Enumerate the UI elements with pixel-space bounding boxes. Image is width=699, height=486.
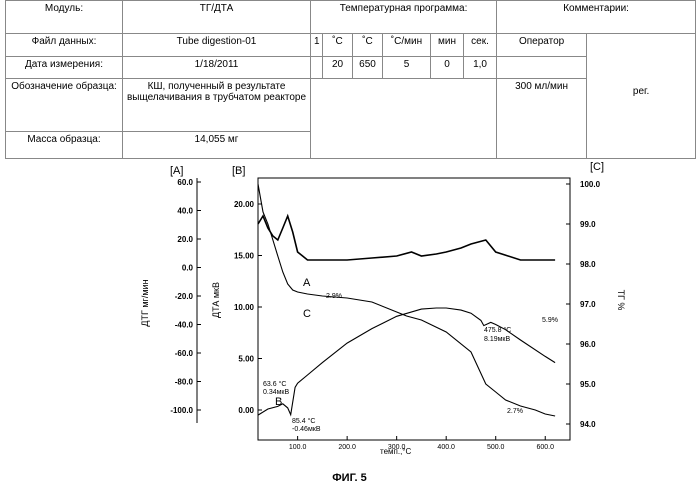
axis-c-tick-label: 94.0 xyxy=(580,420,596,429)
panel-tag-a: [A] xyxy=(170,165,183,177)
peak1-temp: 63.6 °C xyxy=(263,380,286,388)
x-axis-label: темп.,°C xyxy=(380,447,412,456)
axis-b-label: ДТА мкВ xyxy=(211,282,221,318)
axis-c-tick-label: 95.0 xyxy=(580,380,596,389)
heat-rate: 5 xyxy=(382,56,431,79)
module-value: ТГ/ДТА xyxy=(122,0,311,34)
figure-caption: ФИГ. 5 xyxy=(332,472,367,484)
hold-min: 0 xyxy=(430,56,464,79)
axis-a-tick-label: -60.0 xyxy=(175,349,194,358)
panel-tag-c: [C] xyxy=(590,161,604,173)
col-sec: сек. xyxy=(462,33,498,57)
mass-label: Масса образца: xyxy=(5,131,123,159)
comments-label: Комментарии: xyxy=(496,0,697,34)
hold-sec: 1,0 xyxy=(462,56,498,79)
flow-value: 300 мл/мин xyxy=(496,78,588,159)
axis-a-tick-label: -100.0 xyxy=(170,406,193,415)
col-min: мин xyxy=(430,33,464,57)
step-label: 1 xyxy=(310,33,323,57)
series-b-line xyxy=(257,307,556,417)
axis-b-tick-label: 0.00 xyxy=(238,406,254,415)
operator-label: Оператор xyxy=(496,33,588,57)
x-tick-label: 600.0 xyxy=(536,444,554,451)
sample-label: Обозначение образца: xyxy=(5,78,123,132)
axis-c-tick-label: 98.0 xyxy=(580,260,596,269)
sample-value: КШ, полученный в результате выщелачивани… xyxy=(122,78,311,132)
start-temp: 20 xyxy=(322,56,353,79)
axis-c-tick-label: 99.0 xyxy=(580,220,596,229)
peak1-value: 0.34мкВ xyxy=(263,389,289,396)
curve-label-b: B xyxy=(275,396,282,408)
curve-label-c: C xyxy=(303,308,311,320)
axis-a-ticks: 60.0 40.0 20.0 0.0 -20.0 -40.0 -60.0 -80.0 -100.… xyxy=(170,178,201,415)
peak2-value: -0.46мкВ xyxy=(292,426,321,433)
program-label: Температурная программа: xyxy=(309,0,498,34)
axis-c-tick-label: 96.0 xyxy=(580,340,596,349)
end-temp: 650 xyxy=(352,56,383,79)
plot-frame xyxy=(257,177,571,441)
x-tick-label: 300.0 xyxy=(388,444,406,451)
date-label: Дата измерения: xyxy=(5,56,123,79)
axis-b-tick-label: 5.00 xyxy=(238,355,254,364)
thermal-analysis-chart: 60.0 40.0 20.0 0.0 -20.0 -40.0 -60.0 -80.0 -100.… xyxy=(140,161,626,456)
axis-a-tick-label: 40.0 xyxy=(177,207,193,216)
date-value: 1/18/2011 xyxy=(122,56,311,79)
measurement-info-table: Модуль: ТГ/ДТА Температурная программа: … xyxy=(5,0,697,159)
axis-a-tick-label: -20.0 xyxy=(175,292,194,301)
datafile-value: Tube digestion-01 xyxy=(122,33,311,57)
axis-a-label: ДТГ мг/мин xyxy=(140,279,150,326)
axis-a-tick-label: 60.0 xyxy=(177,178,193,187)
mass-value: 14,055 мг xyxy=(122,131,311,159)
series-group xyxy=(257,183,556,417)
col-start-temp: ˚C xyxy=(322,33,353,57)
axis-c-tick-label: 97.0 xyxy=(580,300,596,309)
x-axis-ticks: 100.0 200.0 300.0 400.0 500.0 600.0 xyxy=(289,436,554,451)
panel-tag-b: [B] xyxy=(232,165,245,177)
peak3-value: 8.19мкВ xyxy=(484,336,510,343)
axis-a-tick-label: 0.0 xyxy=(182,264,194,273)
col-end-temp: ˚C xyxy=(352,33,383,57)
axis-a-tick-label: -40.0 xyxy=(175,321,194,330)
reg-value: рег. xyxy=(632,86,650,97)
axis-c-label: ТГ % xyxy=(616,290,626,311)
module-label: Модуль: xyxy=(5,0,123,34)
axis-a-tick-label: 20.0 xyxy=(177,235,193,244)
x-tick-label: 200.0 xyxy=(338,444,356,451)
axis-c-ticks: 100.0 99.0 98.0 97.0 96.0 95.0 94.0 xyxy=(566,180,601,429)
x-tick-label: 100.0 xyxy=(289,444,307,451)
axis-c-tick-label: 100.0 xyxy=(580,180,601,189)
x-tick-label: 500.0 xyxy=(487,444,505,451)
datafile-label: Файл данных: xyxy=(5,33,123,57)
tg-step2-label: 5.9% xyxy=(542,317,558,324)
col-rate: ˚C/мин xyxy=(382,33,431,57)
axis-b-tick-label: 15.00 xyxy=(234,252,255,261)
series-a-line xyxy=(257,213,556,261)
axis-a-tick-label: -80.0 xyxy=(175,378,194,387)
x-tick-label: 400.0 xyxy=(437,444,455,451)
axis-b-tick-label: 20.00 xyxy=(234,200,255,209)
tg-step1-label: 2.9% xyxy=(326,293,342,300)
series-c-line xyxy=(257,183,556,417)
axis-b-tick-label: 10.00 xyxy=(234,303,255,312)
curve-label-a: A xyxy=(303,277,311,289)
axis-b-ticks: 20.00 15.00 10.00 5.00 0.00 xyxy=(234,200,262,415)
tg-step3-label: 2.7% xyxy=(507,408,523,415)
peak2-temp: 85.4 °C xyxy=(292,417,315,425)
peak3-temp: 475.8 °C xyxy=(484,326,511,334)
reg-cell: рег. xyxy=(586,33,697,159)
